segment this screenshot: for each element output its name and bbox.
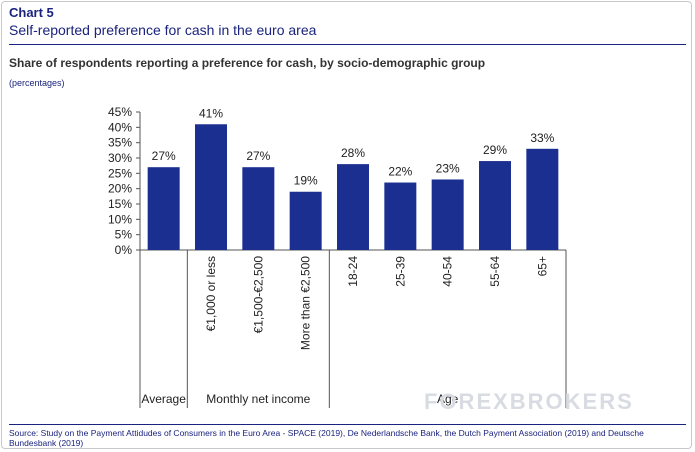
top-divider <box>9 44 686 45</box>
category-label: More than €2,500 <box>299 256 313 350</box>
data-label: 27% <box>246 149 270 163</box>
bar <box>479 161 511 250</box>
chart-subtitle: Share of respondents reporting a prefere… <box>9 56 486 70</box>
data-label: 28% <box>341 146 365 160</box>
unit-label: (percentages) <box>9 78 65 88</box>
category-label: 55-64 <box>488 256 502 287</box>
category-label: 40-54 <box>441 256 455 287</box>
y-tick-label: 15% <box>108 197 132 211</box>
data-label: 19% <box>294 174 318 188</box>
y-tick-label: 25% <box>108 166 132 180</box>
bottom-divider <box>9 424 686 425</box>
bar <box>431 179 464 250</box>
category-label: 25-39 <box>393 256 407 287</box>
y-tick-label: 10% <box>108 212 132 226</box>
category-label: 18-24 <box>346 256 360 287</box>
data-label: 33% <box>530 131 554 145</box>
y-tick-label: 40% <box>108 120 132 134</box>
bar <box>289 191 322 250</box>
bar <box>195 124 227 250</box>
category-label: €1,500-€2,500 <box>251 256 265 334</box>
source-note: Source: Study on the Payment Attidudes o… <box>9 428 644 448</box>
watermark: FOREXBROKERS <box>424 389 634 414</box>
bar <box>337 164 369 250</box>
data-label: 29% <box>483 143 507 157</box>
group-label: Monthly net income <box>206 392 310 406</box>
bar <box>242 167 275 250</box>
category-label: 65+ <box>535 256 549 276</box>
y-tick-label: 5% <box>115 228 133 242</box>
y-tick-label: 0% <box>115 243 133 257</box>
y-tick-label: 30% <box>108 151 132 165</box>
group-label: Age <box>437 392 459 406</box>
group-label: Average <box>141 392 186 406</box>
data-label: 22% <box>388 165 412 179</box>
bar <box>526 148 559 250</box>
data-label: 27% <box>152 149 176 163</box>
data-label: 41% <box>199 106 223 120</box>
data-label: 23% <box>436 161 460 175</box>
category-label: €1,000 or less <box>204 256 218 331</box>
y-tick-label: 20% <box>108 182 132 196</box>
bar <box>384 182 417 250</box>
y-tick-label: 45% <box>108 105 132 119</box>
chart-title: Self-reported preference for cash in the… <box>9 22 317 38</box>
chart-number: Chart 5 <box>9 5 54 20</box>
y-tick-label: 35% <box>108 136 132 150</box>
bar <box>147 167 180 250</box>
